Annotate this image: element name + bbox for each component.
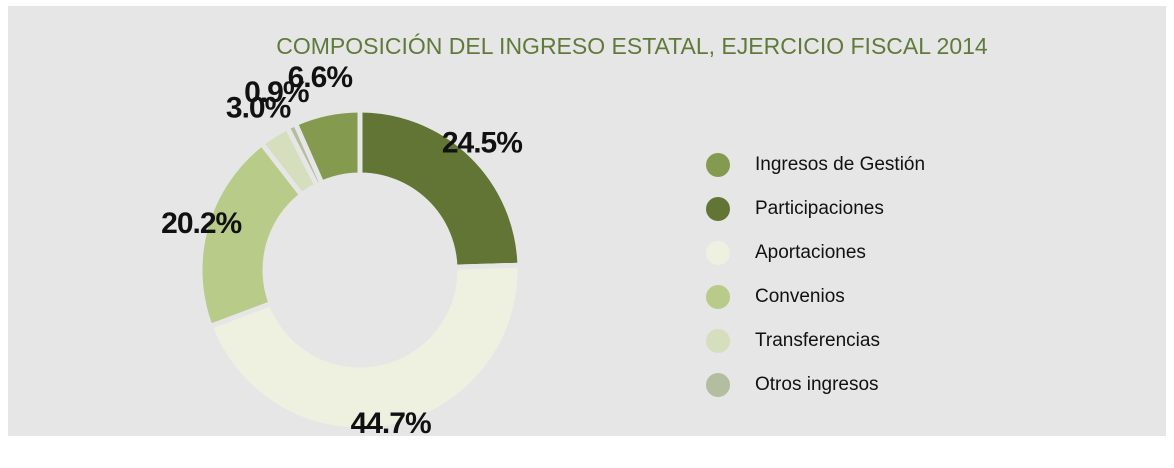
data-label: 24.5% — [442, 126, 522, 159]
chart-title: COMPOSICIÓN DEL INGRESO ESTATAL, EJERCIC… — [276, 33, 988, 59]
data-label: 0.9% — [244, 76, 309, 109]
legend-label: Participaciones — [755, 198, 884, 219]
legend-label: Aportaciones — [755, 242, 866, 263]
slice — [207, 262, 523, 433]
legend-label: Ingresos de Gestión — [755, 154, 925, 175]
legend-swatch — [706, 329, 730, 353]
legend-swatch — [706, 285, 730, 309]
legend-label: Otros ingresos — [755, 374, 879, 395]
legend-swatch — [706, 197, 730, 221]
data-label: 3.0% — [226, 92, 291, 125]
slice — [357, 107, 523, 270]
legend-swatch — [706, 373, 730, 397]
legend-label: Convenios — [755, 286, 845, 307]
slice — [283, 120, 325, 189]
legend-swatch — [706, 153, 730, 177]
legend-label: Transferencias — [755, 330, 880, 351]
data-label: 44.7% — [351, 407, 431, 440]
slice — [197, 140, 306, 330]
panel — [8, 6, 1166, 436]
data-label: 6.6% — [288, 61, 353, 94]
legend-swatch — [706, 241, 730, 265]
data-label: 20.2% — [161, 207, 241, 240]
